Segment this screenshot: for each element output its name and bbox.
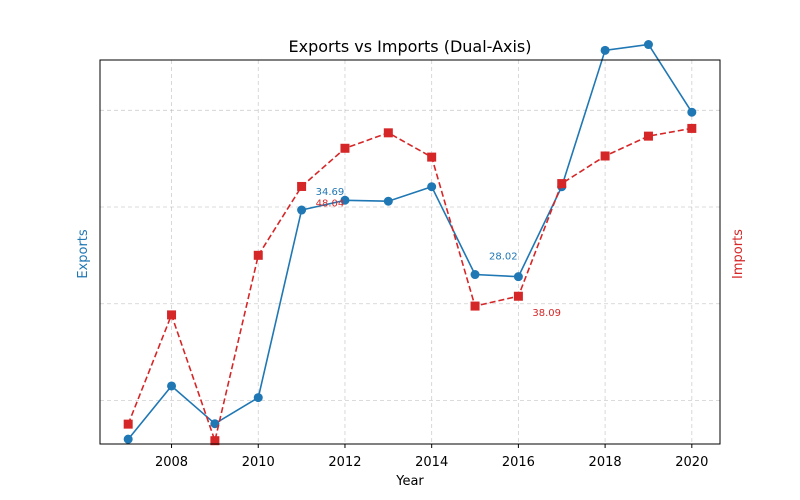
- x-tick-label: 2020: [675, 455, 708, 470]
- imports-point: [253, 250, 263, 260]
- x-axis-label: Year: [395, 474, 424, 489]
- imports-point: [557, 179, 567, 189]
- exports-point: [643, 40, 653, 50]
- exports-point: [123, 434, 133, 444]
- imports-point: [427, 152, 437, 162]
- exports-point: [253, 393, 263, 403]
- exports-point: [687, 107, 697, 117]
- imports-point: [210, 436, 220, 446]
- imports-point: [167, 310, 177, 320]
- x-tick-label: 2008: [155, 455, 188, 470]
- x-tick-label: 2016: [502, 455, 535, 470]
- exports-point: [297, 205, 307, 215]
- imports-data-label: 38.09: [532, 308, 561, 319]
- exports-point: [383, 196, 393, 206]
- x-tick-label: 2014: [415, 455, 448, 470]
- imports-point: [600, 151, 610, 161]
- exports-point: [167, 381, 177, 391]
- imports-point: [643, 131, 653, 141]
- x-tick-label: 2012: [328, 455, 361, 470]
- y-axis-left-label: Exports: [76, 229, 91, 279]
- x-axis-ticks: 2008 2010 2012 2014 2016 2018 2020: [155, 444, 708, 470]
- imports-point: [340, 143, 350, 153]
- imports-point: [383, 128, 393, 138]
- imports-point: [513, 291, 523, 301]
- exports-point: [340, 195, 350, 205]
- imports-data-label: 48.04: [316, 198, 345, 209]
- plot-frame: [99, 59, 721, 445]
- imports-point: [470, 301, 480, 311]
- exports-point: [600, 45, 610, 55]
- x-tick-label: 2018: [589, 455, 622, 470]
- y-axis-right-label: Imports: [731, 229, 746, 279]
- exports-data-label: 34.69: [316, 187, 345, 198]
- exports-point: [470, 270, 480, 280]
- imports-point: [297, 181, 307, 191]
- imports-point: [687, 123, 697, 133]
- chart-title: Exports vs Imports (Dual-Axis): [288, 37, 531, 56]
- imports-point: [123, 419, 133, 429]
- imports-line: [127, 127, 692, 444]
- exports-point: [513, 272, 523, 282]
- series-imports: 48.04 38.09: [123, 123, 697, 446]
- exports-point: [210, 419, 220, 429]
- exports-point: [427, 182, 437, 192]
- x-tick-label: 2010: [242, 455, 275, 470]
- exports-line: [127, 43, 693, 440]
- series-layer: 34.69 28.02 48.04 38.09: [123, 40, 697, 446]
- exports-data-label: 28.02: [489, 252, 518, 263]
